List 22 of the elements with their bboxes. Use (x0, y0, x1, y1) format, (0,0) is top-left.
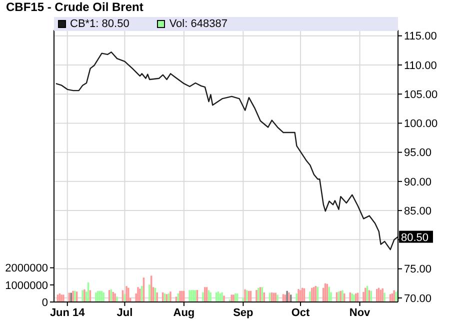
y2-tick-label: 115.00 (404, 30, 437, 43)
y2-tick-label: 90.00 (404, 176, 432, 188)
y2-tick-label: 85.00 (404, 205, 432, 218)
x-tick-label: Nov (349, 306, 372, 319)
text: 80.50 (401, 232, 429, 244)
x-tick-label: Oct (291, 306, 310, 319)
y2-tick-label: 70.00 (404, 292, 432, 305)
x-tick-label: Aug (173, 306, 195, 319)
y-tick-label: 2000000 (5, 262, 48, 275)
y2-tick-label: 75.00 (404, 264, 432, 276)
y2-tick-label: 100.00 (404, 118, 438, 130)
y2-tick-label: 105.00 (404, 88, 438, 101)
chart-title: CBF15 - Crude Oil Brent (6, 0, 144, 15)
y2-tick-label: 110.00 (404, 60, 437, 72)
legend-label: CB*1: 80.50 (70, 18, 130, 30)
y2-tick-label: 95.00 (404, 147, 432, 160)
x-tick-label: Sep (233, 306, 254, 319)
y-tick-label: 1000000 (5, 280, 48, 292)
x-tick-label: Jun 14 (50, 306, 86, 319)
y-tick-label: 0 (42, 296, 48, 309)
legend-label: Vol: 648387 (169, 18, 228, 30)
x-tick-label: Jul (116, 306, 133, 319)
